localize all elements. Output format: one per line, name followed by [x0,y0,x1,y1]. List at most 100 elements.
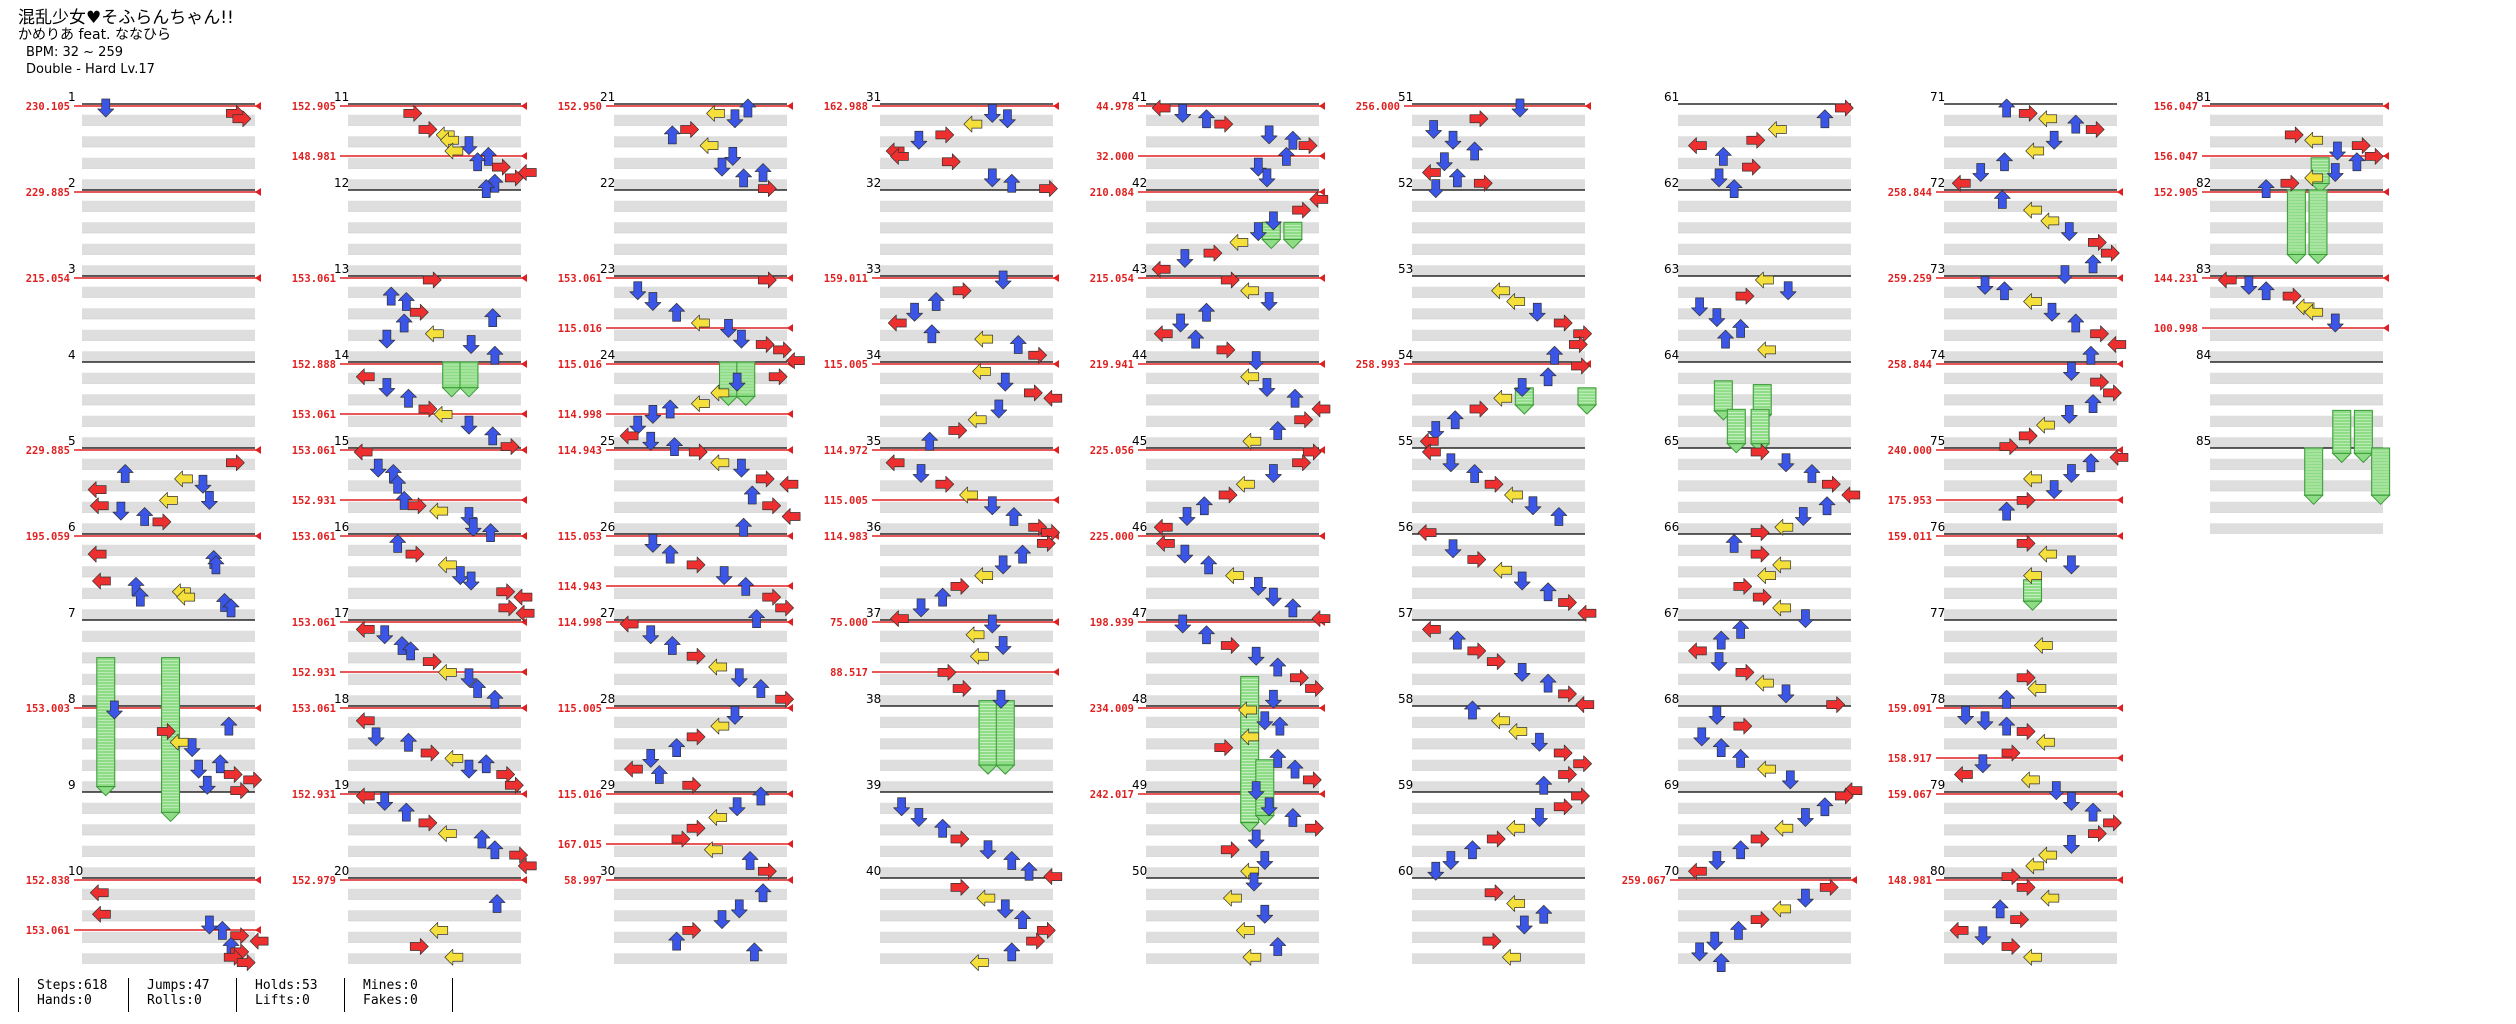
bpm-change-label: 152.838 [26,875,70,887]
step-arrow [1768,121,1787,138]
beat-stripe [2210,501,2383,513]
step-arrow [438,825,457,842]
beat-stripe [1146,781,1319,792]
step-arrow [1732,749,1749,768]
step-arrow [1691,297,1708,317]
step-arrow [972,363,991,380]
hold-tail [1254,815,1276,826]
step-arrow [517,164,537,181]
step-arrow [1772,556,1792,574]
bpm-change-label-tick [255,188,261,196]
beat-stripe [348,695,521,706]
beat-stripe [348,243,521,255]
beat-stripe [614,458,787,470]
bpm-change-label: 153.061 [292,409,336,421]
bpm-change-label-tick [2117,188,2123,196]
step-arrow [92,572,111,590]
bpm-change-label-tick [1053,102,1059,110]
step-arrow [1442,453,1460,473]
hold-tail [1261,238,1282,250]
beat-stripe [82,630,255,642]
bpm-change-label: 229.885 [26,445,70,457]
step-arrow [1998,716,2015,736]
bpm-change-label-tick [787,704,793,712]
beat-stripe [880,759,1053,771]
bpm-change-label: 114.943 [558,445,602,457]
step-arrow [1269,937,1287,956]
bpm-change-label-tick [2383,188,2389,196]
step-arrow [775,690,794,708]
measure-number: 29 [600,778,615,792]
step-arrow [1427,861,1445,881]
step-arrow [2045,130,2063,150]
bpm-change-label: 234.009 [1090,703,1134,715]
beat-stripe [880,781,1053,792]
beat-stripe [1146,759,1319,771]
step-arrow [1577,604,1597,622]
bpm-change-label: 219.941 [1090,359,1134,371]
step-arrow [407,497,427,515]
step-arrow [89,497,109,515]
beat-stripe [1678,157,1851,169]
step-arrow [1957,706,1974,725]
beat-stripe [614,372,787,384]
bpm-change-label-tick [521,704,527,712]
beat-stripe [82,587,255,599]
measure-number: 85 [2196,434,2211,448]
step-arrow [1242,948,1262,966]
bpm-change-label: 259.067 [1622,875,1666,887]
bpm-change-label: 153.061 [26,925,70,937]
step-arrow [979,840,997,860]
step-arrow [1195,496,1213,516]
step-arrow [1014,544,1031,564]
bpm-change-label: 114.998 [558,409,602,421]
beat-stripe [1146,136,1319,147]
step-arrow [2023,201,2042,219]
measure-number: 43 [1132,262,1147,276]
beat-stripe [614,738,787,749]
step-arrow [243,771,262,789]
beat-stripe [1146,673,1319,685]
beat-stripe [1412,243,1585,255]
step-arrow [1996,152,2013,172]
beat-stripe [1412,867,1585,878]
bpm-change-label: 114.943 [558,581,602,593]
beat-stripe [1944,931,2117,943]
beat-stripe [614,265,787,276]
step-arrow [1284,598,1302,618]
step-arrow [1225,567,1244,584]
bpm-change-label: 259.259 [1888,273,1932,285]
step-arrow [1506,895,1526,912]
step-arrow [438,556,457,574]
step-arrow [2257,179,2275,198]
beat-stripe [1412,824,1585,835]
stat-steps: Steps:618 [37,978,108,993]
step-arrow [1688,862,1707,880]
step-arrow [462,571,480,591]
bpm-change-label: 175.953 [1888,495,1932,507]
beat-stripe [1944,824,2117,835]
measure-number: 65 [1664,434,1679,448]
beat-stripe [2210,437,2383,448]
step-arrow [1732,319,1749,338]
step-arrow [353,443,373,461]
step-arrow [1214,739,1234,756]
beat-stripe [880,351,1053,362]
step-arrow [2088,825,2107,842]
step-arrow [2036,416,2055,434]
step-arrow [1999,438,2019,455]
beat-stripe [880,523,1053,534]
hold-tail [2303,494,2324,506]
step-arrow [730,899,748,919]
step-arrow [1178,507,1196,526]
step-arrow [2034,637,2053,654]
measure-number: 7 [68,606,76,620]
step-arrow [934,818,951,838]
song-artist: かめりあ feat. ななひら [18,27,171,43]
beat-stripe [1146,931,1319,943]
bpm-change-label: 156.047 [2154,101,2198,113]
beat-stripe [1146,953,1319,964]
bpm-change-label-tick [2117,704,2123,712]
beat-stripe [1678,867,1851,878]
step-arrow [1256,851,1274,870]
